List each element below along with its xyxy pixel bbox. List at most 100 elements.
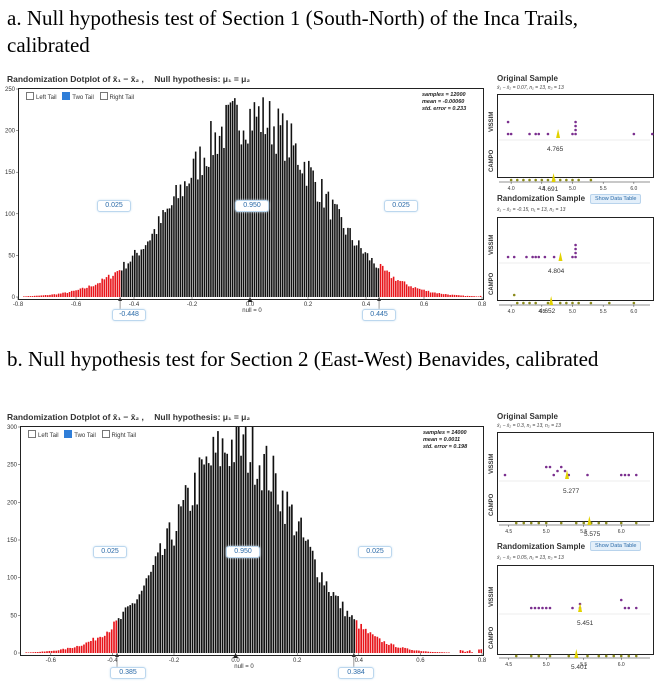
- histogram-bar: [27, 652, 30, 653]
- histogram-bar: [184, 485, 187, 653]
- histogram-bar: [90, 640, 92, 653]
- left-cutoff-a[interactable]: -0.448: [112, 309, 146, 321]
- histogram-bar: [238, 130, 240, 297]
- histogram-bar: [90, 286, 93, 297]
- left-tail-checkbox[interactable]: [26, 92, 34, 100]
- histogram-bar: [94, 640, 97, 653]
- right-cutoff-a[interactable]: 0.445: [362, 309, 396, 321]
- cutoff-marker[interactable]: [351, 653, 356, 657]
- center-proportion-b[interactable]: 0.950: [226, 546, 260, 558]
- campo-dot: [627, 654, 631, 658]
- histogram-bar: [49, 294, 51, 297]
- right-proportion-b[interactable]: 0.025: [358, 546, 392, 558]
- histogram-bar: [415, 650, 418, 653]
- histogram-bar: [163, 548, 166, 653]
- histogram-bar: [405, 284, 408, 297]
- histogram-bar: [304, 540, 307, 653]
- vissim-dot: [574, 128, 577, 132]
- histogram-bar: [337, 596, 339, 653]
- vissim-dot: [544, 465, 548, 469]
- campo-dot: [604, 521, 608, 525]
- histogram-bar: [27, 296, 29, 297]
- histogram-bar: [79, 288, 82, 297]
- show-data-table-button-b[interactable]: Show Data Table: [590, 541, 642, 551]
- vissim-dot: [619, 598, 623, 602]
- histogram-bar: [224, 452, 226, 653]
- cutoff-marker[interactable]: [118, 297, 123, 301]
- histogram-bar: [281, 490, 284, 653]
- histogram-bar: [460, 295, 462, 297]
- original-mean-1-b: 5.277: [563, 488, 580, 495]
- histogram-bar: [108, 632, 111, 653]
- histogram-bar: [477, 296, 480, 297]
- left-proportion-a[interactable]: 0.025: [97, 200, 131, 212]
- center-proportion-a[interactable]: 0.950: [235, 200, 269, 212]
- campo-dot: [574, 521, 578, 525]
- histogram-bar: [147, 241, 149, 297]
- histogram-bar: [164, 212, 167, 297]
- histogram-bar: [302, 537, 305, 653]
- histogram-bar: [199, 146, 201, 297]
- histogram-bar: [127, 263, 130, 297]
- histogram-bar: [168, 208, 171, 297]
- two-tail-checkbox[interactable]: [62, 92, 71, 100]
- histogram-bar: [330, 595, 332, 653]
- histogram-bar: [427, 290, 430, 297]
- histogram-bar: [279, 511, 282, 653]
- right-cutoff-b[interactable]: 0.384: [338, 667, 374, 679]
- campo-dot: [514, 521, 518, 525]
- histogram-bar: [107, 274, 110, 297]
- campo-dot: [529, 654, 533, 658]
- dot-x-tick-label: 5.0: [543, 529, 550, 535]
- histogram-bar: [66, 292, 69, 297]
- histogram-bar: [103, 635, 106, 653]
- histogram-bar: [341, 601, 344, 653]
- histogram-bar: [247, 143, 249, 297]
- two-tail-checkbox[interactable]: [64, 430, 73, 438]
- cutoff-marker[interactable]: [115, 653, 120, 657]
- show-data-table-button-a[interactable]: Show Data Table: [590, 194, 642, 204]
- right-tail-checkbox[interactable]: [101, 430, 110, 438]
- histogram-bar: [43, 651, 46, 653]
- histogram-bar: [120, 619, 122, 653]
- left-proportion-b[interactable]: 0.025: [93, 546, 127, 558]
- x-tick-label: -0.4: [129, 302, 140, 308]
- random-sample-sub-b: x̄₁ − x̄₂ = 0.05, n₁ = 13, n₂ = 13: [497, 555, 564, 561]
- histogram-bar: [464, 651, 466, 653]
- campo-dot: [537, 654, 541, 658]
- histogram-bar: [388, 644, 390, 653]
- histogram-bar: [145, 578, 148, 653]
- vissim-dot: [509, 132, 513, 136]
- histogram-bar: [264, 134, 267, 297]
- random-dotplot-b: 4.5 5.0 5.5 6.0: [499, 598, 650, 668]
- campo-dot: [597, 521, 601, 525]
- histogram-bar: [157, 552, 159, 653]
- histogram-bar: [86, 287, 88, 297]
- null-label-b: null = 0: [234, 664, 254, 670]
- histogram-bar: [73, 290, 75, 297]
- right-tail-checkbox[interactable]: [99, 92, 108, 100]
- histogram-bar: [329, 219, 332, 297]
- stat-samples: samples = 12000: [422, 92, 466, 98]
- vissim-dot: [512, 255, 516, 259]
- right-proportion-a[interactable]: 0.025: [384, 200, 418, 212]
- histogram-bar: [346, 610, 349, 653]
- x-tick-label: 0.0: [246, 302, 255, 308]
- x-tick-label: -0.2: [169, 658, 180, 664]
- histogram-bar: [277, 108, 280, 297]
- histogram-bar: [375, 267, 377, 297]
- dot-x-tick-label: 6.0: [630, 186, 637, 192]
- vissim-dot: [563, 469, 567, 473]
- left-tail-checkbox[interactable]: [28, 430, 36, 438]
- histogram-bar: [318, 582, 321, 653]
- histogram-bar: [480, 649, 483, 653]
- left-cutoff-b[interactable]: 0.385: [110, 667, 146, 679]
- histogram-bar: [110, 278, 112, 297]
- cutoff-marker[interactable]: [377, 297, 382, 301]
- histogram-bar: [271, 144, 273, 297]
- vissim-dot: [571, 132, 574, 136]
- histogram-bar: [310, 167, 312, 297]
- histogram-bar: [205, 166, 208, 297]
- histogram-bar: [55, 650, 58, 653]
- histogram-bar: [284, 160, 286, 297]
